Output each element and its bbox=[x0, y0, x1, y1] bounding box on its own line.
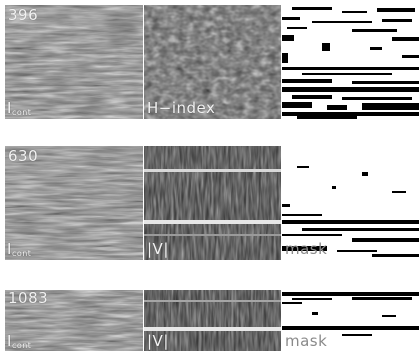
intensity-symbol: I bbox=[7, 332, 12, 350]
intensity-panel-630: 630 Icont bbox=[5, 146, 143, 260]
intensity-panel-396: 396 Icont bbox=[5, 5, 143, 119]
mask-image-1083 bbox=[282, 290, 419, 351]
intensity-panel-1083: 1083 Icont bbox=[5, 290, 143, 351]
middle-panel-label: |V| bbox=[147, 240, 169, 258]
mask-image-396 bbox=[282, 5, 419, 119]
intensity-subscript: cont bbox=[11, 249, 32, 258]
intensity-label: Icont bbox=[7, 334, 31, 350]
row-number-label: 630 bbox=[8, 147, 39, 165]
middle-panel-label: H−index bbox=[147, 99, 216, 117]
intensity-subscript: cont bbox=[11, 341, 32, 350]
absv-panel-630: |V| bbox=[144, 146, 281, 260]
intensity-image-1083 bbox=[5, 290, 143, 351]
intensity-label: Icont bbox=[7, 101, 31, 117]
mask-image-630 bbox=[282, 146, 419, 260]
intensity-symbol: I bbox=[7, 240, 12, 258]
intensity-image-396 bbox=[5, 5, 143, 119]
row-1083: 1083 Icont |V| bbox=[5, 290, 419, 351]
right-panel-label: mask bbox=[285, 332, 328, 350]
hindex-image-396 bbox=[144, 5, 281, 119]
row-number-label: 1083 bbox=[8, 290, 49, 307]
mask-panel-630: mask bbox=[282, 146, 419, 260]
row-396: 396 Icont H−index bbox=[5, 5, 419, 119]
row-630: 630 Icont |V| bbox=[5, 146, 419, 260]
mask-panel-1083: mask bbox=[282, 290, 419, 351]
mask-panel-396 bbox=[282, 5, 419, 119]
absv-image-630 bbox=[144, 146, 281, 260]
intensity-subscript: cont bbox=[11, 108, 32, 117]
row-number-label: 396 bbox=[8, 6, 39, 24]
absv-image-1083 bbox=[144, 290, 281, 351]
hindex-panel-396: H−index bbox=[144, 5, 281, 119]
middle-panel-label: |V| bbox=[147, 332, 169, 350]
intensity-symbol: I bbox=[7, 99, 12, 117]
right-panel-label: mask bbox=[285, 240, 328, 258]
absv-panel-1083: |V| bbox=[144, 290, 281, 351]
intensity-label: Icont bbox=[7, 242, 31, 258]
intensity-image-630 bbox=[5, 146, 143, 260]
